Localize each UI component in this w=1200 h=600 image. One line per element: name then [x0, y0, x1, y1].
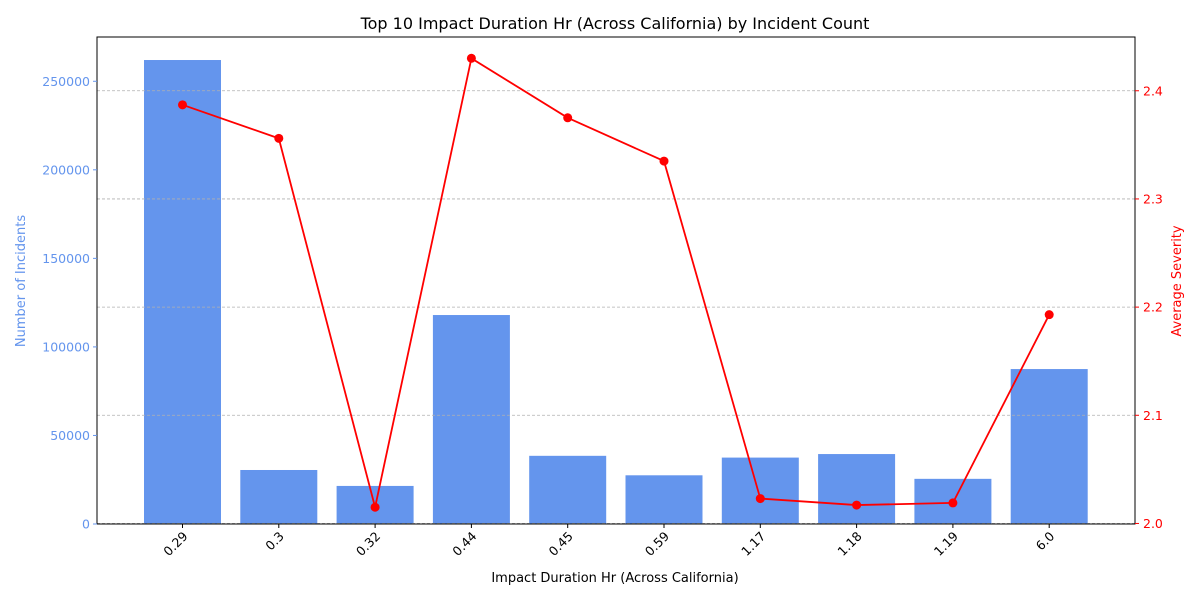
- severity-point-1.17: [755, 494, 765, 504]
- y-left-tick-label: 200000: [42, 162, 90, 177]
- x-tick-label: 0.29: [160, 528, 190, 558]
- severity-point-0.29: [178, 100, 187, 110]
- y-axis-left-label: Number of Incidents: [14, 215, 29, 347]
- x-tick-label: 1.17: [738, 529, 768, 559]
- bar-0.29: [144, 60, 221, 525]
- bar-0.3: [240, 469, 318, 524]
- severity-point-6.0: [1044, 310, 1054, 320]
- severity-point-1.19: [948, 498, 958, 508]
- bar-1.17: [721, 457, 799, 524]
- y-right-tick-label: 2.3: [1143, 191, 1163, 206]
- x-tick-label: 0.59: [642, 528, 672, 558]
- bar-0.45: [529, 455, 607, 524]
- y-left-tick-label: 150000: [42, 251, 90, 266]
- y-left-tick-label: 250000: [42, 74, 90, 89]
- severity-point-0.3: [274, 133, 284, 143]
- severity-line: [182, 56, 1051, 508]
- chart-title: Top 10 Impact Duration Hr (Across Califo…: [360, 14, 870, 33]
- y-right-tick-label: 2.0: [1143, 516, 1163, 531]
- bar-6.0: [1010, 369, 1088, 524]
- y-right-tick-label: 2.4: [1143, 83, 1163, 98]
- severity-point-1.18: [852, 500, 862, 510]
- x-tick-label: 0.32: [353, 529, 383, 559]
- y-right-tick-label: 2.1: [1143, 408, 1163, 423]
- x-axis-label: Impact Duration Hr (Across California): [491, 571, 738, 586]
- bar-1.18: [818, 454, 896, 524]
- y-axis-right-label: Average Severity: [1170, 225, 1185, 337]
- bar-series: [144, 60, 1088, 525]
- x-tick-label: 1.18: [834, 528, 864, 558]
- y-left-tick-label: 0: [82, 517, 90, 532]
- bar-0.44: [432, 315, 510, 524]
- severity-line-series: [178, 53, 1054, 512]
- severity-point-0.44: [466, 53, 476, 63]
- x-tick-label: 6.0: [1033, 528, 1058, 553]
- y-right-tick-label: 2.2: [1143, 300, 1163, 315]
- y-left-tick-label: 50000: [50, 428, 90, 443]
- severity-point-0.59: [659, 156, 669, 166]
- x-tick-label: 0.3: [262, 529, 287, 554]
- grid-lines: [97, 90, 1135, 524]
- y-left-tick-label: 100000: [42, 339, 90, 354]
- x-tick-label: 0.44: [449, 528, 479, 558]
- severity-point-0.32: [370, 502, 380, 512]
- bar-0.59: [625, 475, 703, 524]
- plot-frame: [96, 36, 1136, 525]
- x-tick-label: 0.45: [546, 529, 576, 559]
- severity-point-0.45: [563, 113, 573, 123]
- x-tick-label: 1.19: [931, 528, 961, 558]
